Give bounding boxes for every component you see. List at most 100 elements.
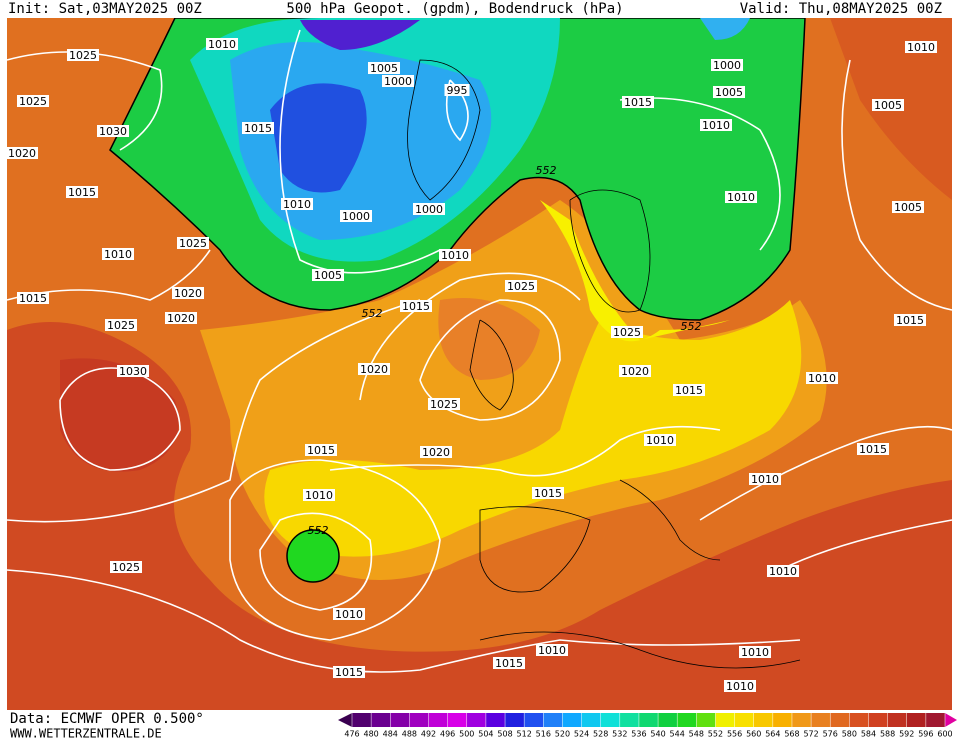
isobar-label: 1015 <box>19 292 47 305</box>
isobar-label: 1015 <box>896 314 924 327</box>
isobar-label: 552 <box>536 164 557 177</box>
isobar-label-box <box>767 565 799 577</box>
colorbar-label: 576 <box>823 730 838 739</box>
colorbar-swatch <box>543 713 563 727</box>
colorbar-swatch <box>466 713 487 727</box>
isobar <box>6 569 801 673</box>
isobar-label-box <box>428 398 460 410</box>
colorbar-swatch <box>390 713 410 727</box>
colorbar-swatch <box>352 713 372 727</box>
isobar-label: 1025 <box>69 49 97 62</box>
isobar-label: 1010 <box>208 38 236 51</box>
isobar-label-box <box>673 384 705 396</box>
colorbar-swatch <box>715 713 736 727</box>
colorbar-label: 600 <box>937 730 952 739</box>
isobar-label-box <box>117 365 149 377</box>
header-bar <box>0 0 959 18</box>
isobar-label-box <box>67 49 99 61</box>
isobar-label-box <box>312 269 344 281</box>
isobar-label-box <box>358 363 390 375</box>
isobar-label: 1015 <box>335 666 363 679</box>
colorbar-swatch <box>447 713 468 727</box>
isobar-label: 1020 <box>621 365 649 378</box>
isobar-label: 1010 <box>741 646 769 659</box>
isobar-label: 1015 <box>68 186 96 199</box>
colorbar-label: 520 <box>555 730 570 739</box>
colorbar-label: 528 <box>593 730 608 739</box>
isobar-label-box <box>97 125 129 137</box>
coastline <box>619 479 721 561</box>
isobar-label: 1015 <box>624 96 652 109</box>
isobar-label: 1025 <box>19 95 47 108</box>
colorbar-label: 500 <box>459 730 474 739</box>
isobar <box>419 299 561 421</box>
colorbar-swatch <box>696 713 716 727</box>
isobar-label-box <box>102 248 134 260</box>
colorbar-label: 508 <box>497 730 512 739</box>
isobar-label-box <box>894 314 926 326</box>
isobar-label: 1030 <box>119 365 147 378</box>
isobar-label-box <box>611 326 643 338</box>
isobar-label-box <box>725 191 757 203</box>
isobar-label-box <box>305 444 337 456</box>
colorbar-swatch <box>791 713 812 727</box>
isobar-label-box <box>739 646 771 658</box>
isobar-label-box <box>892 201 924 213</box>
isobar-label-box <box>400 300 432 312</box>
isobar-label: 1010 <box>441 249 469 262</box>
coastline <box>569 189 651 313</box>
coastline <box>479 506 591 593</box>
isobar-label: 1010 <box>907 41 935 54</box>
colorbar-label: 496 <box>440 730 455 739</box>
colorbar-swatch <box>677 713 697 727</box>
isobar-label: 1000 <box>384 75 412 88</box>
colorbar-arrow <box>338 713 352 727</box>
coastline <box>469 319 514 411</box>
isobar-label-box <box>17 292 49 304</box>
init-time: Init: Sat,03MAY2025 00Z <box>8 1 202 17</box>
isobar <box>619 97 781 251</box>
colorbar-arrow <box>945 713 957 727</box>
colorbar-swatch <box>371 713 391 727</box>
colorbar-swatch <box>600 713 621 727</box>
colorbar-swatch <box>638 713 659 727</box>
isobar-label-box <box>857 443 889 455</box>
colorbar-label: 564 <box>765 730 780 739</box>
isobar-label: 1025 <box>430 398 458 411</box>
colorbar-swatch <box>658 713 678 727</box>
isobar-label-box <box>17 95 49 107</box>
isobar-label: 1025 <box>613 326 641 339</box>
isobar-label: 552 <box>308 524 329 537</box>
isobar-label: 1000 <box>342 210 370 223</box>
isobar-label: 1010 <box>751 473 779 486</box>
colorbar-label: 492 <box>421 730 436 739</box>
isobar-label: 995 <box>447 84 468 97</box>
isobar <box>229 459 441 641</box>
isobar-label-box <box>905 41 937 53</box>
isobar-labels: 1025 1025 1030 1020 1015 1010 1015 1025 1020 1020… <box>6 38 937 693</box>
isobar-label: 1020 <box>360 363 388 376</box>
isobar <box>445 79 469 142</box>
colorbar-swatch <box>734 713 755 727</box>
colorbar-label: 540 <box>650 730 665 739</box>
isobar-label: 1015 <box>244 122 272 135</box>
isobar-label-box <box>165 312 197 324</box>
isobar-label: 1020 <box>167 312 195 325</box>
isobar-label: 552 <box>362 307 383 320</box>
colorbar-swatch <box>906 713 927 727</box>
isobar-label: 1015 <box>675 384 703 397</box>
isobar-label-box <box>6 147 38 159</box>
field-green-low <box>286 529 340 583</box>
isobar <box>359 272 581 401</box>
valid-time: Valid: Thu,08MAY2025 00Z <box>740 1 942 17</box>
isobar <box>259 512 373 611</box>
isobar-label-box <box>110 561 142 573</box>
colorbar-label: 504 <box>478 730 493 739</box>
isobar-label-box <box>872 99 904 111</box>
isobar-label: 552 <box>681 320 702 333</box>
isobar-label: 1000 <box>713 59 741 72</box>
isobars <box>6 29 953 673</box>
isobar-label-box <box>505 280 537 292</box>
colorbar-label: 560 <box>746 730 761 739</box>
isobar-label: 1010 <box>769 565 797 578</box>
